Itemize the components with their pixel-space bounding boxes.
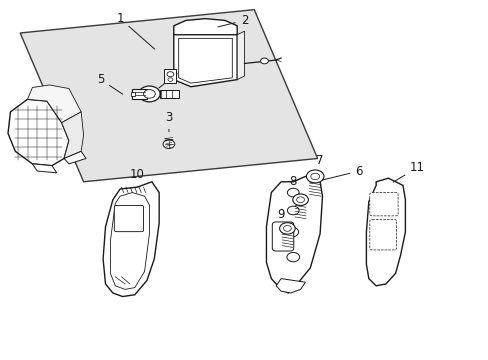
Circle shape xyxy=(292,194,308,206)
Text: 10: 10 xyxy=(129,168,144,187)
Text: 4: 4 xyxy=(159,60,189,88)
Polygon shape xyxy=(173,19,237,42)
Text: 7: 7 xyxy=(315,154,323,174)
Circle shape xyxy=(286,252,299,262)
Circle shape xyxy=(306,170,324,183)
FancyBboxPatch shape xyxy=(272,222,293,251)
Polygon shape xyxy=(110,193,149,289)
Polygon shape xyxy=(27,85,81,123)
Polygon shape xyxy=(64,151,86,164)
Polygon shape xyxy=(20,10,317,182)
FancyBboxPatch shape xyxy=(369,220,396,250)
Circle shape xyxy=(283,226,291,231)
Polygon shape xyxy=(276,279,305,293)
Circle shape xyxy=(287,206,299,215)
Polygon shape xyxy=(173,35,237,87)
Polygon shape xyxy=(32,164,57,173)
FancyBboxPatch shape xyxy=(369,193,397,216)
Polygon shape xyxy=(8,99,69,166)
Circle shape xyxy=(310,173,319,180)
Circle shape xyxy=(167,78,172,81)
Text: 8: 8 xyxy=(289,175,299,195)
Text: 2: 2 xyxy=(218,14,248,27)
Text: 6: 6 xyxy=(310,165,362,183)
Polygon shape xyxy=(103,182,159,297)
Circle shape xyxy=(296,197,304,203)
Circle shape xyxy=(166,72,173,77)
Text: 9: 9 xyxy=(277,208,287,226)
Polygon shape xyxy=(132,89,147,99)
Text: 1: 1 xyxy=(116,12,154,49)
Polygon shape xyxy=(237,31,244,80)
Circle shape xyxy=(163,140,174,148)
FancyBboxPatch shape xyxy=(114,206,143,231)
Bar xyxy=(131,92,135,96)
Circle shape xyxy=(279,223,295,234)
Text: 3: 3 xyxy=(165,111,172,132)
Polygon shape xyxy=(178,39,232,83)
Text: 11: 11 xyxy=(392,161,424,182)
Polygon shape xyxy=(266,176,322,293)
Text: 5: 5 xyxy=(97,73,122,94)
Polygon shape xyxy=(366,178,405,286)
Circle shape xyxy=(285,227,298,237)
Bar xyxy=(163,69,176,83)
Circle shape xyxy=(139,86,160,102)
Circle shape xyxy=(260,58,268,64)
Polygon shape xyxy=(61,112,83,158)
Circle shape xyxy=(143,90,155,98)
Circle shape xyxy=(287,188,299,197)
Bar xyxy=(160,90,178,98)
